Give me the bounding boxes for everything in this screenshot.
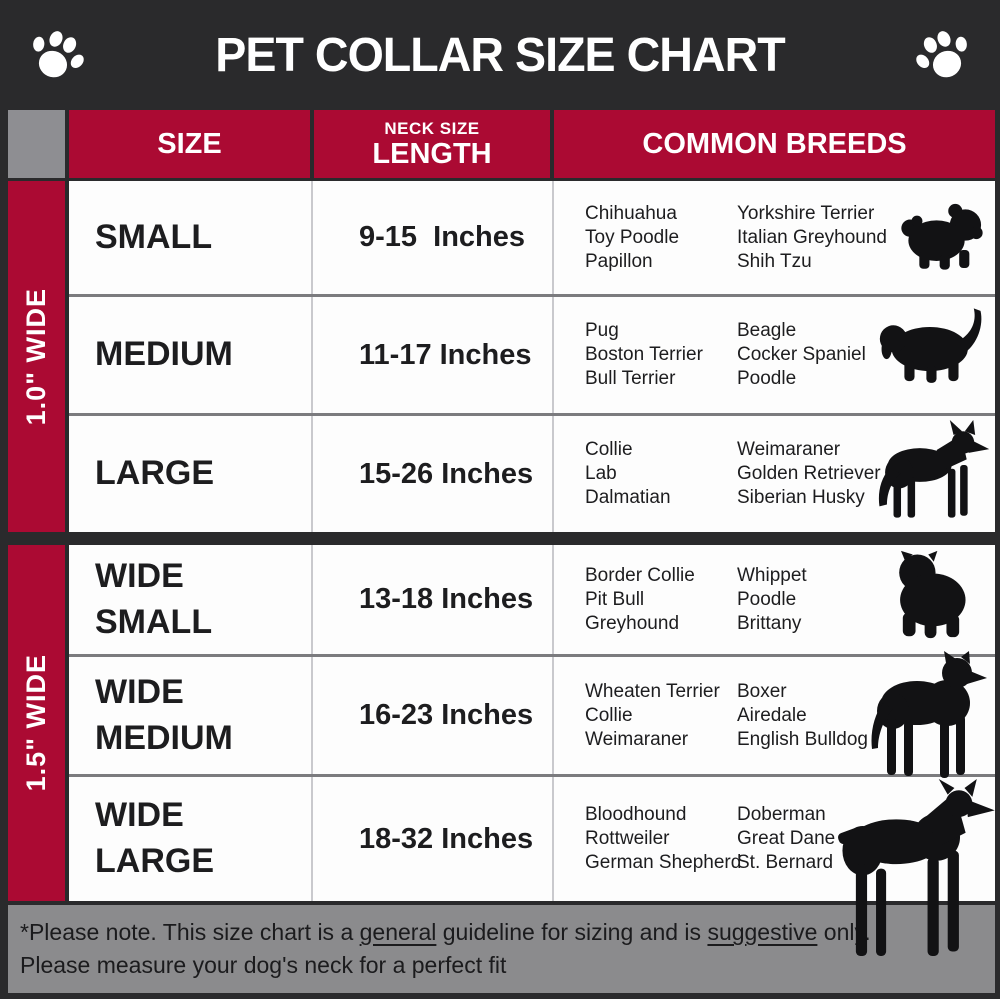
column-header-common-breeds: COMMON BREEDS [554, 110, 995, 178]
breeds-list: Whippet Poodle Brittany [737, 564, 807, 634]
pit-bull-silhouette-icon [863, 651, 995, 781]
column-header-neck-line2: LENGTH [372, 137, 492, 170]
neck-length-cell: 15-26 Inches [359, 457, 534, 490]
width-strip-1-5: 1.5" WIDE [8, 545, 65, 901]
column-divider [552, 181, 554, 532]
breeds-list: Pug Boston Terrier Bull Terrier [585, 320, 703, 389]
footer-note-line2: Please measure your dog's neck for a per… [20, 952, 507, 978]
column-header-size: SIZE [69, 110, 310, 178]
size-cell: WIDE SMALL [95, 556, 213, 641]
breeds-list: Border Collie Pit Bull Greyhound [585, 564, 695, 634]
neck-length-cell: 16-23 Inches [359, 699, 534, 731]
table-row-wide-medium: WIDE MEDIUM 16-23 Inches Wheaten Terrier… [69, 651, 995, 778]
column-header-neck-line1: NECK SIZE [384, 118, 480, 138]
breeds-list: Yorkshire Terrier Italian Greyhound Shih… [737, 202, 887, 272]
shih-tzu-silhouette-icon [899, 200, 985, 274]
neck-length-cell: 11-17 Inches [359, 338, 532, 371]
table-row-wide-small: WIDE SMALL 13-18 Inches Border Collie Pi… [69, 545, 995, 654]
width-strip-1-0-label: 1.0" WIDE [21, 287, 51, 426]
column-divider [552, 545, 554, 901]
footer-note-line1: *Please note. This size chart is a gener… [20, 919, 871, 945]
paw-icon [912, 24, 974, 86]
underlined-word: general [359, 919, 437, 945]
german-shepherd-silhouette-icon [871, 420, 993, 528]
breeds-list: Beagle Cocker Spaniel Poodle [737, 320, 866, 389]
table-row-large: LARGE 15-26 Inches Collie Lab Dalmatian … [69, 416, 995, 532]
size-cell: WIDE LARGE [95, 796, 214, 880]
breeds-list: Chihuahua Toy Poodle Papillon [585, 202, 680, 272]
size-cell: SMALL [95, 217, 213, 256]
breeds-list: Doberman Great Dane St. Bernard [737, 804, 836, 873]
section-1-5-wide: WIDE SMALL 13-18 Inches Border Collie Pi… [69, 545, 995, 956]
row-divider [69, 294, 995, 297]
doberman-silhouette-icon [829, 779, 997, 963]
section-1-0-wide: SMALL 9-15 Inches Chihuahua Toy Poodle P… [69, 181, 995, 532]
footer-note: *Please note. This size chart is a gener… [8, 905, 995, 993]
breeds-list: Collie Lab Dalmatian [585, 439, 671, 508]
breeds-list: Bloodhound Rottweiler German Shepherd [585, 804, 742, 873]
column-divider [311, 545, 313, 901]
column-divider [311, 181, 313, 532]
corner-spacer [8, 110, 65, 178]
breeds-cell: Collie Lab Dalmatian Weimaraner Golden R… [554, 416, 995, 532]
beagle-silhouette-icon [879, 305, 989, 387]
row-divider [69, 413, 995, 416]
width-strip-1-5-label: 1.5" WIDE [21, 654, 51, 792]
neck-length-cell: 18-32 Inches [359, 822, 534, 855]
breeds-list: Weimaraner Golden Retriever Siberian Hus… [737, 439, 881, 508]
paw-icon [26, 24, 88, 86]
neck-length-cell: 13-18 Inches [359, 583, 534, 615]
breeds-cell: Wheaten Terrier Collie Weimaraner Boxer … [554, 651, 995, 778]
size-cell: WIDE MEDIUM [95, 672, 233, 757]
table-row-medium: MEDIUM 11-17 Inches Pug Boston Terrier B… [69, 297, 995, 413]
width-strip-1-0: 1.0" WIDE [8, 181, 65, 532]
column-header-size-label: SIZE [157, 127, 222, 160]
breeds-cell: Border Collie Pit Bull Greyhound Whippet… [554, 545, 995, 654]
table-row-wide-large: WIDE LARGE 18-32 Inches Bloodhound Rottw… [69, 777, 995, 956]
column-header-breeds-label: COMMON BREEDS [642, 127, 907, 160]
breeds-list: Boxer Airedale English Bulldog [737, 680, 868, 750]
breeds-list: Wheaten Terrier Collie Weimaraner [585, 680, 720, 750]
breeds-cell: Bloodhound Rottweiler German Shepherd Do… [554, 777, 995, 956]
title-bar: PET COLLAR SIZE CHART [0, 0, 1000, 110]
breeds-cell: Chihuahua Toy Poodle Papillon Yorkshire … [554, 181, 995, 294]
row-divider [69, 654, 995, 657]
breeds-cell: Pug Boston Terrier Bull Terrier Beagle C… [554, 297, 995, 413]
size-cell: LARGE [95, 454, 214, 493]
page-title: PET COLLAR SIZE CHART [215, 28, 785, 82]
underlined-word: suggestive [707, 919, 818, 945]
row-divider [69, 774, 995, 777]
neck-length-cell: 9-15 Inches [359, 221, 526, 253]
table-row-small: SMALL 9-15 Inches Chihuahua Toy Poodle P… [69, 181, 995, 294]
column-header-neck-size-length: NECK SIZE LENGTH [314, 110, 550, 178]
size-cell: MEDIUM [95, 335, 233, 374]
bulldog-silhouette-icon [881, 549, 981, 649]
